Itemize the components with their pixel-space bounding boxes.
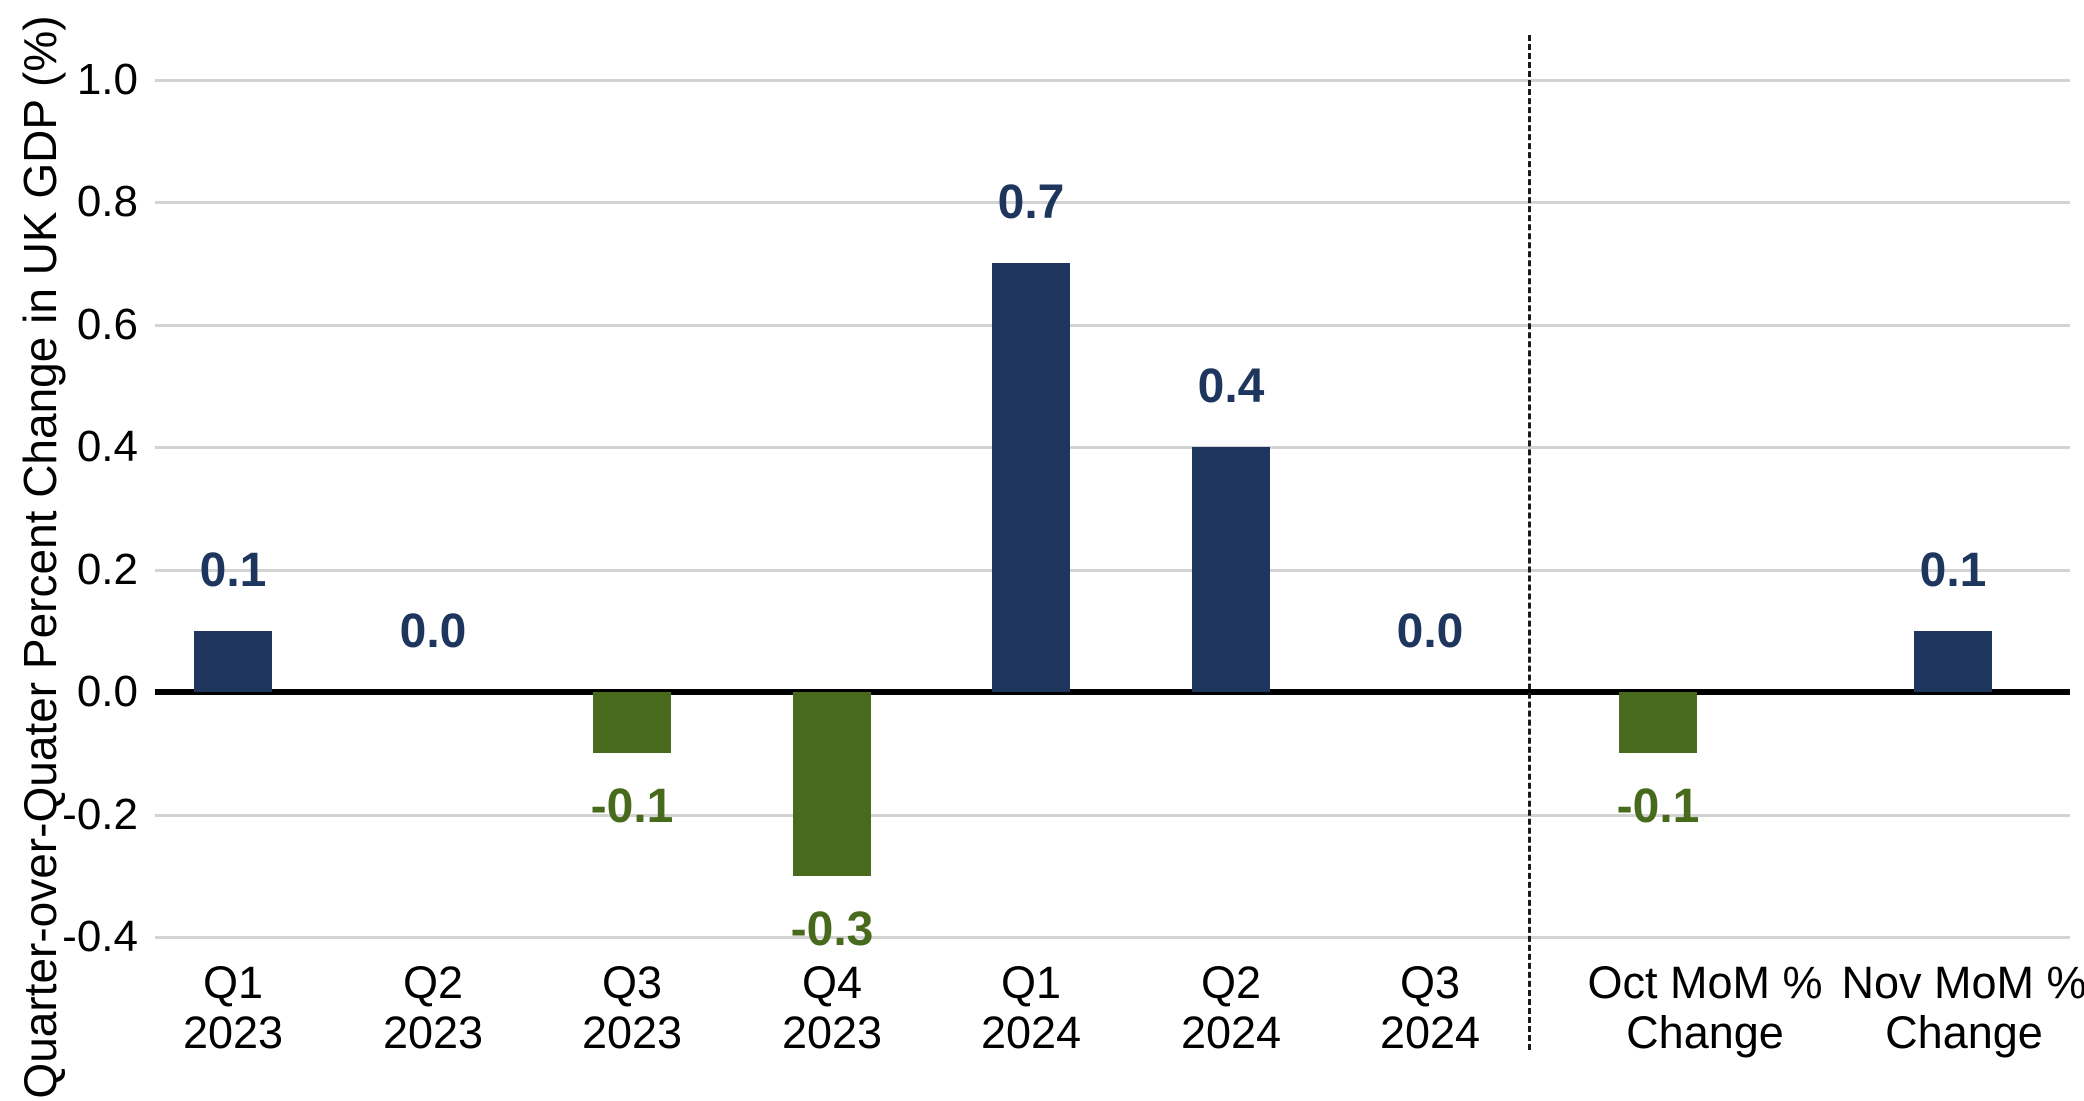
bar bbox=[992, 263, 1070, 692]
x-tick-label-line2: 2024 bbox=[1379, 1007, 1481, 1058]
x-tick-label-line1: Q2 bbox=[1200, 957, 1262, 1008]
gridline bbox=[155, 568, 2070, 572]
bar-value-label: 0.0 bbox=[399, 605, 467, 658]
y-tick-label: 0.8 bbox=[76, 177, 138, 226]
x-tick-label: Nov MoM % Change bbox=[1784, 958, 2084, 1058]
x-tick-label-line1: Q4 bbox=[801, 957, 863, 1008]
x-tick-label-line2: 2024 bbox=[1180, 1007, 1282, 1058]
bar bbox=[1619, 692, 1697, 754]
bar bbox=[1914, 630, 1992, 692]
x-tick-label-line2: Change bbox=[1885, 1007, 2043, 1058]
bar-value-label: 0.1 bbox=[199, 543, 267, 597]
y-tick-label: 1.0 bbox=[76, 54, 138, 104]
gridline bbox=[155, 78, 2070, 82]
x-tick-label-line1: Q1 bbox=[202, 957, 264, 1008]
gridline bbox=[155, 446, 2070, 449]
x-tick-label-line2: 2023 bbox=[182, 1007, 284, 1058]
x-tick-label: Q4 2023 bbox=[652, 958, 1012, 1058]
x-tick-label-line1: Oct MoM % bbox=[1587, 957, 1823, 1008]
bar-value-label: -0.1 bbox=[590, 780, 674, 834]
y-tick-label: 0.2 bbox=[76, 544, 138, 594]
x-tick-label-line2: 2023 bbox=[581, 1007, 683, 1058]
bar bbox=[194, 630, 272, 692]
x-tick-label-line1: Q2 bbox=[402, 957, 464, 1008]
x-tick-label: Q1 2023 bbox=[53, 958, 413, 1058]
bar-value-label: 0.7 bbox=[997, 176, 1065, 230]
gridline bbox=[155, 936, 2070, 939]
bar bbox=[1192, 447, 1270, 692]
y-tick-label: -0.2 bbox=[62, 789, 138, 839]
gridline bbox=[155, 813, 2070, 817]
bar-value-label: -0.3 bbox=[790, 902, 874, 956]
bar-value-label: 0.0 bbox=[1396, 605, 1464, 658]
x-tick-label: Oct MoM % Change bbox=[1525, 958, 1885, 1058]
x-tick-label-line1: Q3 bbox=[1399, 957, 1461, 1008]
y-tick-label: -0.4 bbox=[62, 912, 138, 961]
x-tick-label: Q2 2024 bbox=[1051, 958, 1411, 1058]
gridline bbox=[155, 323, 2070, 327]
bar-value-label: 0.1 bbox=[1919, 543, 1987, 597]
bar bbox=[793, 692, 871, 876]
x-tick-label: Q3 2024 bbox=[1250, 958, 1610, 1058]
gridline bbox=[155, 201, 2070, 204]
x-tick-label-line2: 2024 bbox=[980, 1007, 1082, 1058]
x-tick-label-line1: Q1 bbox=[1000, 957, 1062, 1008]
y-tick-label: 0.4 bbox=[76, 422, 138, 471]
x-tick-label: Q2 2023 bbox=[253, 958, 613, 1058]
x-tick-label: Q1 2024 bbox=[851, 958, 1211, 1058]
x-tick-label-line2: 2023 bbox=[382, 1007, 484, 1058]
x-tick-label-line2: Change bbox=[1626, 1007, 1784, 1058]
bar bbox=[593, 692, 671, 754]
x-tick-label: Q3 2023 bbox=[452, 958, 812, 1058]
x-tick-label-line2: 2023 bbox=[781, 1007, 883, 1058]
bar-value-label: 0.4 bbox=[1197, 360, 1265, 413]
x-tick-label-line1: Nov MoM % bbox=[1841, 957, 2084, 1008]
section-separator-dashed-line bbox=[1528, 35, 1531, 1050]
x-tick-label-line1: Q3 bbox=[601, 957, 663, 1008]
bar-value-label: -0.1 bbox=[1616, 780, 1700, 834]
y-tick-label: 0.0 bbox=[76, 667, 138, 716]
y-tick-label: 0.6 bbox=[76, 299, 138, 349]
x-axis-line bbox=[155, 689, 2070, 695]
